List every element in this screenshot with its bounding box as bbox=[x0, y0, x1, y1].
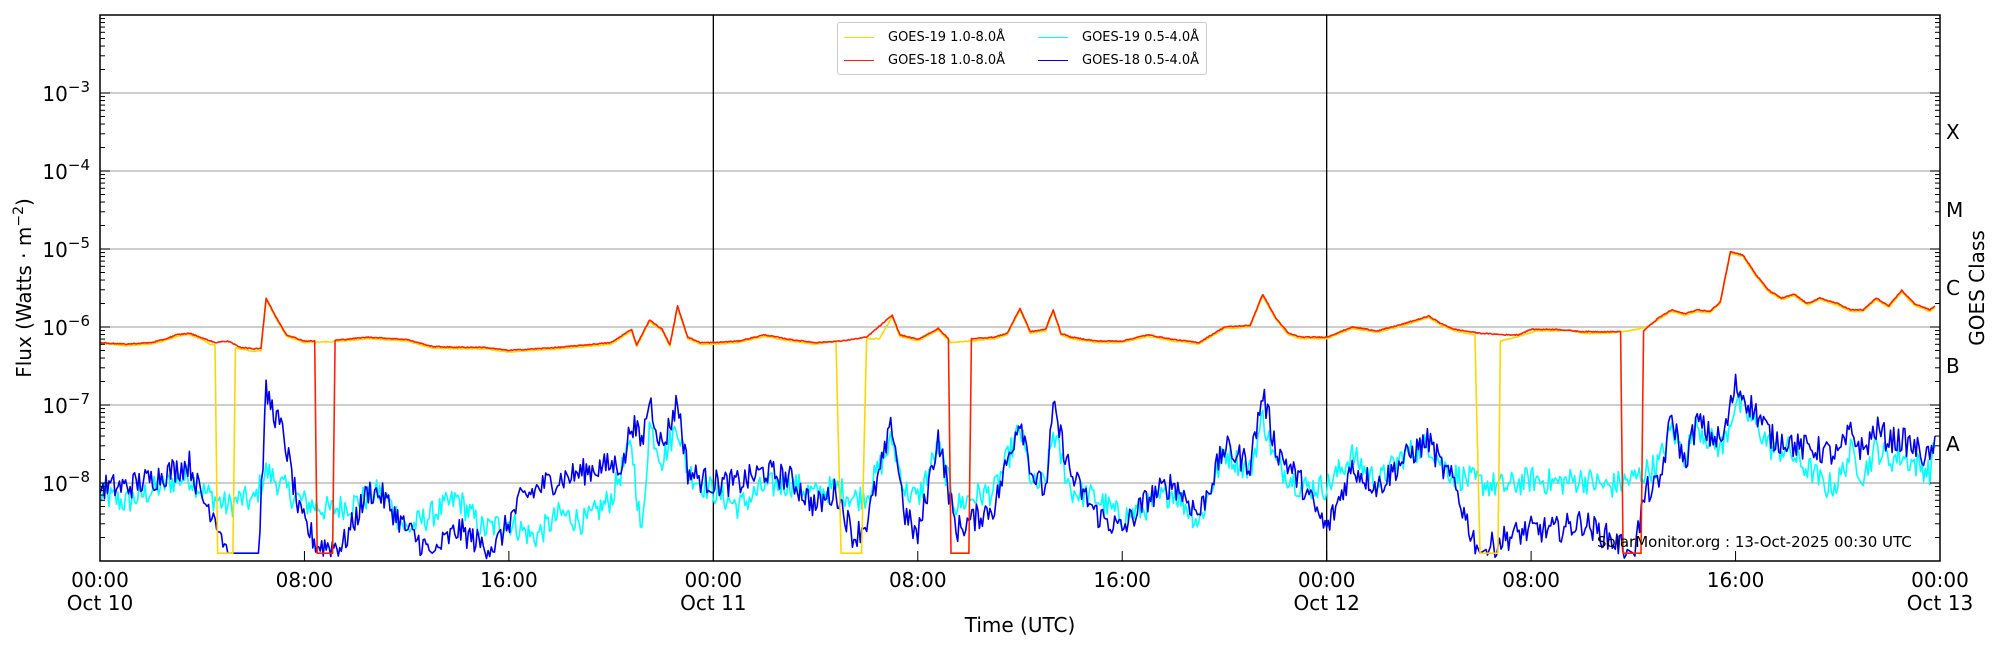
x-tick-label: 16:00 bbox=[1707, 568, 1765, 592]
legend-label: GOES-18 1.0-8.0Å bbox=[888, 52, 1006, 68]
legend-swatch bbox=[844, 59, 874, 61]
legend: GOES-19 1.0-8.0Å GOES-19 0.5-4.0Å GOES-1… bbox=[837, 22, 1207, 75]
y-tick-label: 10−4 bbox=[42, 156, 90, 184]
legend-item-goes18-long: GOES-18 1.0-8.0Å bbox=[838, 50, 1005, 70]
goes-class-label: M bbox=[1946, 198, 1963, 222]
y-axis-right-title: GOES Class bbox=[1965, 230, 1989, 346]
legend-swatch bbox=[1038, 36, 1068, 38]
y-tick-label: 10−6 bbox=[42, 312, 90, 340]
goes-class-label: B bbox=[1946, 354, 1960, 378]
x-tick-date-label: Oct 12 bbox=[1293, 591, 1359, 615]
legend-item-goes19-long: GOES-19 1.0-8.0Å bbox=[838, 27, 1005, 47]
day-separators bbox=[712, 15, 1328, 561]
y-axis-title: Flux (Watts · m−2) bbox=[11, 198, 36, 378]
data-series bbox=[100, 250, 1936, 560]
series-line bbox=[100, 250, 1936, 554]
goes-class-label: A bbox=[1946, 432, 1960, 456]
series-line bbox=[100, 252, 1936, 554]
x-tick-label: 00:00 bbox=[71, 568, 129, 592]
axis-ticks bbox=[99, 18, 1941, 562]
x-tick-date-label: Oct 11 bbox=[680, 591, 746, 615]
goes-class-labels: A B C M X bbox=[1946, 120, 1963, 456]
goes-class-label: X bbox=[1946, 120, 1960, 144]
x-tick-date-label: Oct 10 bbox=[67, 591, 133, 615]
legend-label: GOES-19 1.0-8.0Å bbox=[888, 29, 1006, 45]
series-line bbox=[100, 373, 1936, 560]
legend-label: GOES-19 0.5-4.0Å bbox=[1082, 29, 1200, 45]
x-tick-label: 16:00 bbox=[1093, 568, 1151, 592]
x-axis-title: Time (UTC) bbox=[964, 613, 1076, 637]
x-tick-label: 08:00 bbox=[276, 568, 334, 592]
legend-swatch bbox=[844, 36, 874, 38]
legend-item-goes19-short: GOES-19 0.5-4.0Å bbox=[1032, 27, 1199, 47]
legend-label: GOES-18 0.5-4.0Å bbox=[1082, 52, 1200, 68]
goes-class-label: C bbox=[1946, 276, 1960, 300]
y-tick-labels: 10−8 10−7 10−6 10−5 10−4 10−3 bbox=[42, 78, 90, 496]
x-tick-label: 00:00 bbox=[1298, 568, 1356, 592]
watermark-text: SolarMonitor.org : 13-Oct-2025 00:30 UTC bbox=[1597, 533, 1912, 551]
gridlines bbox=[100, 92, 1940, 484]
x-tick-label: 08:00 bbox=[889, 568, 947, 592]
x-tick-date-label: Oct 13 bbox=[1907, 591, 1973, 615]
y-tick-label: 10−7 bbox=[42, 390, 90, 418]
series-line bbox=[100, 391, 1936, 548]
y-tick-label: 10−5 bbox=[42, 234, 90, 262]
y-tick-label: 10−3 bbox=[42, 78, 90, 106]
legend-swatch bbox=[1038, 59, 1068, 61]
legend-item-goes18-short: GOES-18 0.5-4.0Å bbox=[1032, 50, 1199, 70]
y-tick-label: 10−8 bbox=[42, 468, 90, 496]
x-tick-label: 00:00 bbox=[685, 568, 743, 592]
x-tick-label: 16:00 bbox=[480, 568, 538, 592]
x-tick-label: 08:00 bbox=[1502, 568, 1560, 592]
plot-frame bbox=[99, 14, 1941, 562]
x-tick-label: 00:00 bbox=[1911, 568, 1969, 592]
